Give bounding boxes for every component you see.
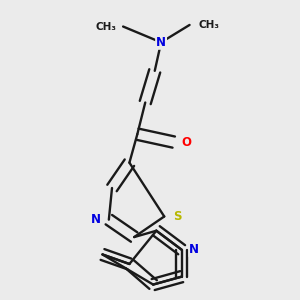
- Text: S: S: [173, 210, 181, 223]
- Text: CH₃: CH₃: [95, 22, 116, 32]
- Text: N: N: [91, 213, 101, 226]
- Text: O: O: [182, 136, 191, 148]
- Text: CH₃: CH₃: [198, 20, 219, 30]
- Text: N: N: [189, 243, 199, 256]
- Text: N: N: [156, 36, 166, 49]
